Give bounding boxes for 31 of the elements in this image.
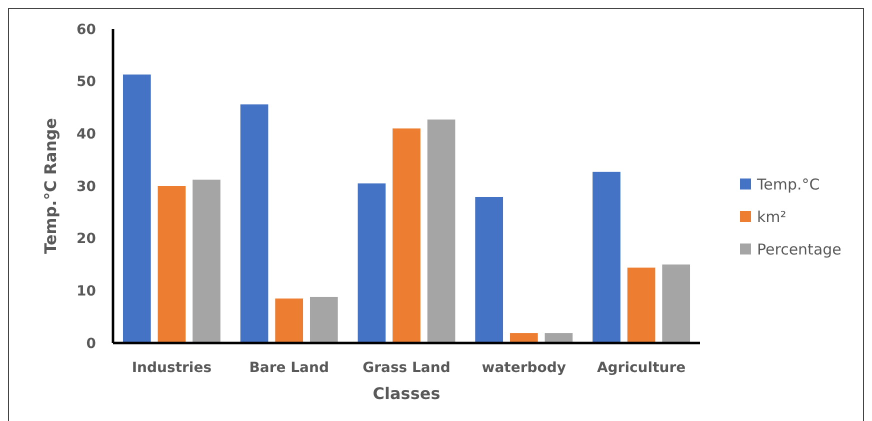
- bar: [358, 183, 386, 343]
- bar: [592, 172, 620, 343]
- x-tick-label: Bare Land: [249, 360, 329, 376]
- y-tick-label: 30: [76, 178, 96, 195]
- bar: [392, 128, 420, 343]
- bar: [240, 104, 268, 343]
- bar: [122, 74, 151, 343]
- bar: [158, 186, 186, 343]
- x-axis-title: Classes: [372, 384, 440, 403]
- x-tick-label: Grass Land: [362, 360, 450, 376]
- legend-label: Temp.°C: [756, 175, 820, 194]
- y-tick-label: 50: [76, 74, 96, 90]
- legend-label: km²: [757, 208, 786, 226]
- bar: [427, 120, 456, 343]
- x-tick-label: Agriculture: [596, 360, 686, 376]
- y-tick-label: 0: [86, 336, 96, 352]
- legend-label: Percentage: [757, 240, 842, 258]
- bar: [510, 333, 538, 343]
- y-tick-label: 20: [76, 231, 96, 248]
- y-axis-title: Temp.°C Range: [41, 118, 60, 254]
- bar: [627, 268, 656, 343]
- bar: [475, 196, 504, 343]
- x-tick-label: waterbody: [482, 360, 566, 376]
- bar: [310, 296, 338, 343]
- bar: [275, 298, 304, 343]
- y-tick-label: 10: [76, 284, 96, 300]
- y-tick-label: 40: [76, 126, 96, 143]
- x-tick-label: Industries: [132, 360, 212, 376]
- y-tick-label: 60: [76, 22, 96, 38]
- bar: [192, 180, 220, 343]
- bar: [662, 264, 690, 343]
